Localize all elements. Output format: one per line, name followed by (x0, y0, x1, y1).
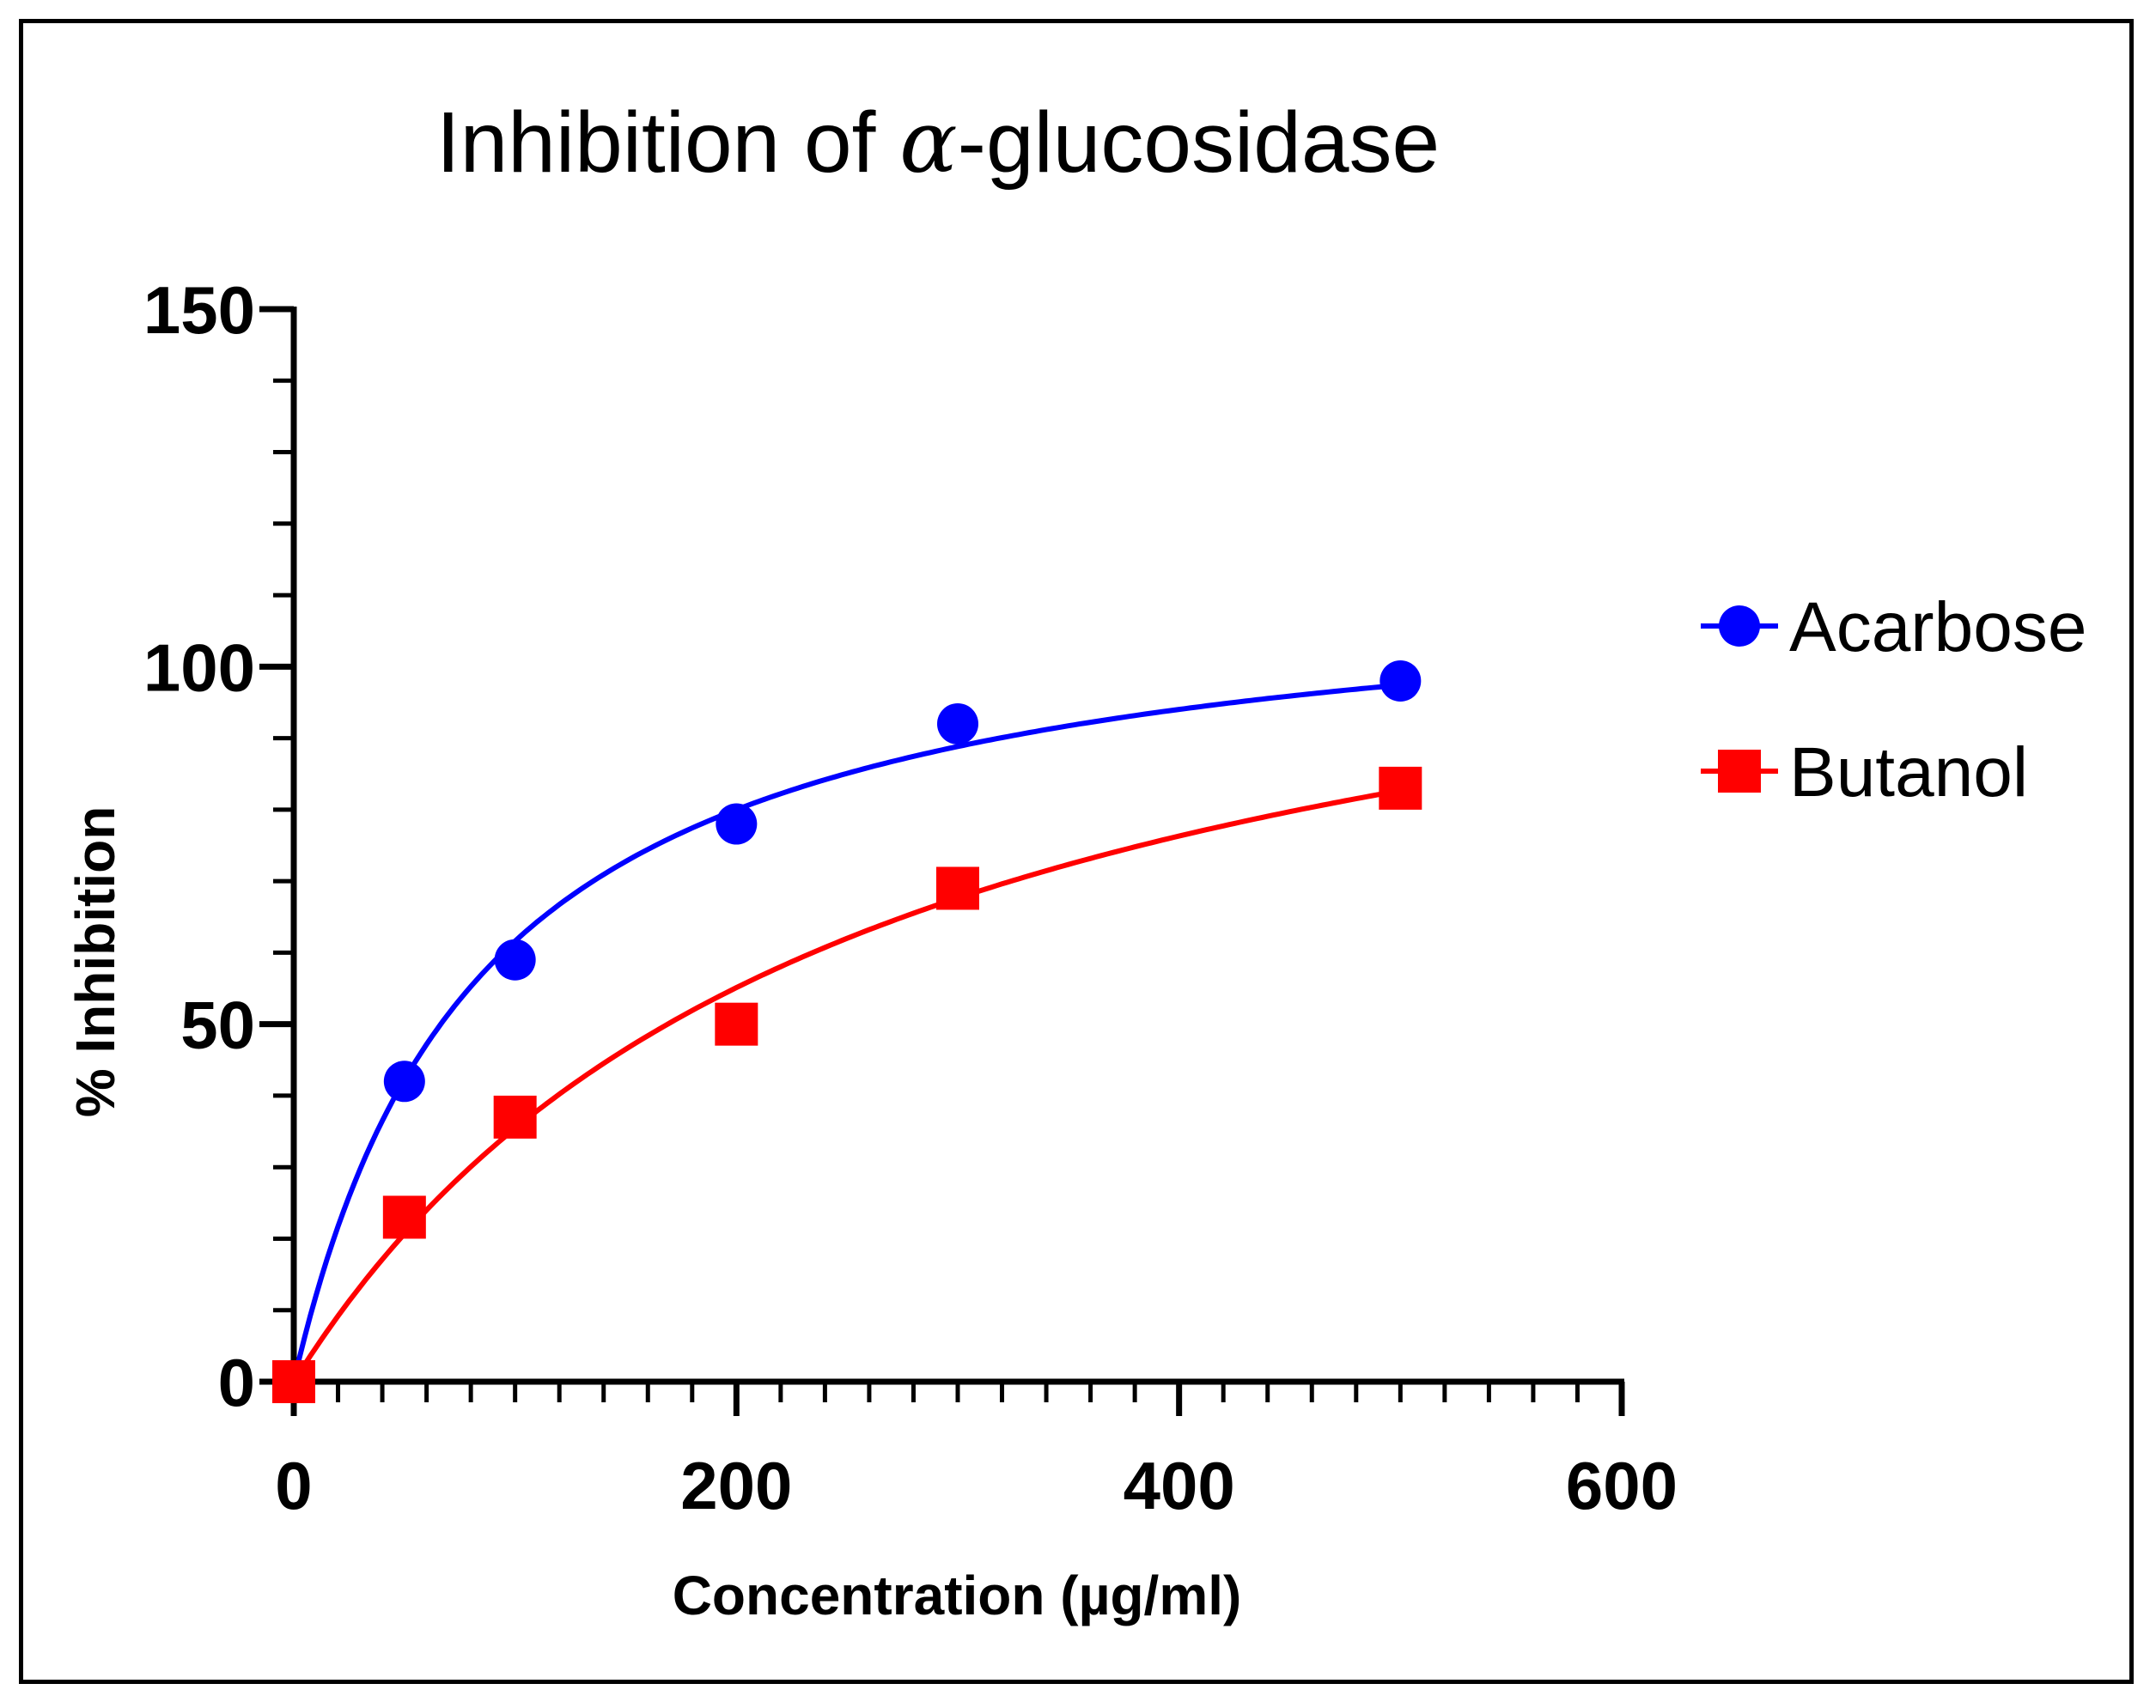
y-tick-label: 50 (180, 988, 255, 1063)
data-markers (272, 659, 1422, 1403)
y-axis-title: % Inhibition (64, 806, 126, 1118)
axes (259, 306, 1625, 1416)
legend-acarbose-label: Acarbose (1789, 588, 2086, 666)
chart-title-suffix: -glucosidase (958, 94, 1440, 191)
x-tick-labels: 0 200 400 600 (275, 1448, 1678, 1523)
legend: Acarbose Butanol (1701, 588, 2086, 811)
legend-butanol-label: Butanol (1789, 733, 2028, 811)
x-tick-label: 0 (275, 1448, 312, 1523)
legend-butanol-marker (1718, 750, 1761, 793)
x-tick-label: 600 (1566, 1448, 1678, 1523)
chart-title-alpha: α (899, 92, 958, 192)
marker-butanol (382, 1195, 426, 1239)
y-tick-label: 0 (218, 1345, 255, 1420)
x-axis-title: Concentration (µg/ml) (673, 1565, 1242, 1626)
y-tick-label: 100 (143, 629, 255, 705)
marker-acarbose (716, 803, 758, 845)
y-tick-labels: 0 50 100 150 (143, 272, 255, 1420)
marker-acarbose (1379, 659, 1422, 702)
legend-item-butanol: Butanol (1701, 733, 2028, 811)
marker-butanol (493, 1095, 537, 1139)
legend-acarbose-marker (1719, 605, 1760, 647)
chart-title-prefix: Inhibition of (436, 94, 899, 191)
fit-curve-acarbose (291, 682, 1401, 1383)
marker-butanol (1379, 766, 1422, 810)
y-tick-label: 150 (143, 272, 255, 348)
legend-item-acarbose: Acarbose (1701, 588, 2086, 666)
fit-curve-butanol (291, 787, 1401, 1383)
marker-acarbose (383, 1061, 425, 1103)
x-tick-label: 200 (680, 1448, 792, 1523)
figure-frame (19, 19, 2134, 1684)
chart-title: Inhibition of α-glucosidase (436, 92, 1440, 192)
marker-butanol (715, 1002, 758, 1046)
marker-butanol (272, 1360, 315, 1403)
x-tick-label: 400 (1124, 1448, 1235, 1523)
marker-acarbose (494, 939, 536, 981)
marker-acarbose (937, 702, 978, 745)
fit-curves (291, 682, 1401, 1383)
marker-butanol (936, 866, 979, 910)
